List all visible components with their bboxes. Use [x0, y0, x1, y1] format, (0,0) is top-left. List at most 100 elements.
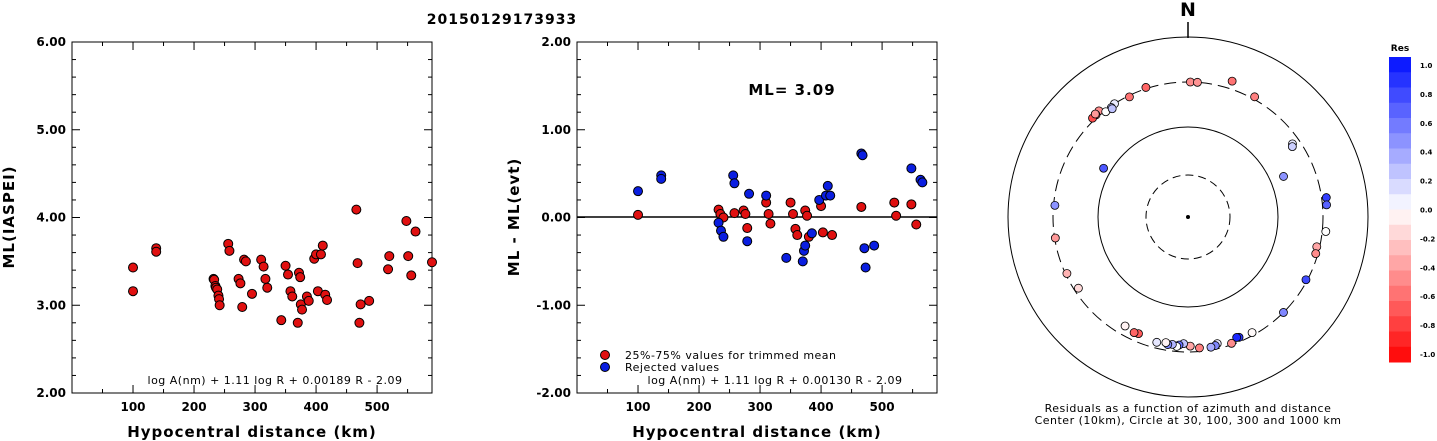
center-marker [1186, 215, 1190, 219]
left-x-axis-label: Hypocentral distance (km) [127, 423, 377, 441]
left-data-point [410, 226, 421, 237]
colorbar-label: 1.0 [1420, 62, 1433, 70]
right-data-point [633, 186, 644, 197]
left-data-point [247, 288, 257, 299]
left-points [128, 204, 437, 328]
colorbar-cell [1389, 346, 1411, 363]
colorbar-label: 0.8 [1420, 91, 1433, 99]
left-data-point [292, 317, 303, 328]
colorbar-label: 0.6 [1420, 120, 1433, 128]
left-data-point [403, 251, 414, 262]
polar-residual-point [1195, 343, 1204, 353]
right-data-point [729, 178, 740, 189]
right-data-point [917, 177, 928, 188]
colorbar-cell [1389, 301, 1411, 317]
left-data-point [128, 286, 139, 297]
colorbar-label: 0.4 [1420, 149, 1433, 157]
left-data-point [364, 295, 375, 306]
colorbar-cell [1389, 209, 1411, 226]
polar-residual-point [1120, 321, 1130, 331]
legend-marker-rejected [600, 362, 610, 372]
left-ticks: 100 200 300 400 500 2.00 3.00 4.00 5.00 6.00 [36, 35, 432, 414]
colorbar-cell [1389, 163, 1411, 180]
colorbar-cell [1389, 331, 1411, 348]
left-data-point [406, 270, 417, 281]
left-chart: 100 200 300 400 500 2.00 3.00 4.00 5.00 6.00 log … [0, 35, 437, 441]
left-data-point [351, 204, 362, 215]
ring-100km [1097, 126, 1279, 308]
left-y-tick-label: 5.00 [36, 123, 66, 137]
polar-residual-point [1279, 172, 1288, 181]
ring-30km [1145, 174, 1231, 260]
right-data-point [744, 188, 755, 199]
polar-residual-point [1227, 338, 1236, 348]
colorbar-label: -0.2 [1420, 235, 1435, 243]
right-data-point [802, 210, 813, 221]
left-data-point [315, 249, 326, 260]
right-data-point [825, 190, 836, 201]
colorbar-label: -0.8 [1420, 322, 1435, 330]
right-data-point [797, 256, 808, 267]
right-data-point [906, 163, 917, 174]
left-formula: log A(nm) + 1.11 log R + 0.00189 R - 2.0… [148, 374, 403, 387]
left-data-point [383, 264, 394, 275]
right-data-point [822, 180, 833, 191]
right-data-point [788, 208, 798, 219]
polar-residual-point [1227, 76, 1237, 86]
right-data-point [856, 201, 867, 212]
polar-residual-point [1287, 142, 1297, 152]
figure-title: 20150129173933 [427, 12, 577, 28]
polar-points [1050, 76, 1331, 353]
left-y-axis-label: ML(IASPEI) [0, 165, 18, 268]
right-data-point [827, 230, 838, 241]
right-points [633, 148, 928, 273]
right-data-point [656, 173, 667, 184]
polar-residual-point [1099, 163, 1108, 173]
right-x-tick-label: 100 [625, 400, 650, 414]
colorbar-cell [1389, 179, 1411, 195]
right-data-point [763, 208, 774, 219]
ring-1000km [1007, 36, 1369, 398]
left-data-point [384, 251, 395, 262]
colorbar-cell [1389, 270, 1411, 287]
colorbar-label: 0.0 [1420, 207, 1433, 215]
colorbar-cell [1389, 148, 1411, 165]
left-data-point [427, 257, 437, 268]
left-y-tick-label: 2.00 [36, 386, 66, 400]
colorbar-cell [1389, 316, 1411, 332]
polar-residual-point [1152, 337, 1162, 347]
left-x-tick-label: 300 [243, 400, 268, 414]
left-data-point [235, 278, 246, 289]
polar-residual-point [1050, 233, 1060, 243]
right-data-point [806, 228, 817, 239]
polar-residual-point [1129, 328, 1139, 337]
colorbar-label: -0.4 [1420, 264, 1435, 272]
left-data-point [352, 258, 363, 269]
polar-residual-point [1321, 227, 1331, 236]
colorbar-cell [1389, 240, 1411, 256]
right-formula: log A(nm) + 1.11 log R + 0.00130 R - 2.0… [648, 374, 903, 387]
polar-caption-line2: Center (10km), Circle at 30, 100, 300 an… [1035, 414, 1342, 427]
colorbar-cell [1389, 133, 1411, 149]
polar-residual-point [1107, 104, 1117, 114]
left-data-point [240, 256, 251, 267]
right-x-axis-label: Hypocentral distance (km) [632, 423, 882, 441]
right-data-point [857, 150, 868, 161]
right-x-tick-label: 300 [748, 400, 773, 414]
colorbar-label: 0.2 [1420, 178, 1433, 186]
colorbar-cells [1389, 57, 1411, 363]
right-data-point [742, 223, 753, 234]
right-data-point [891, 210, 902, 221]
colorbar-label: -0.6 [1420, 293, 1435, 301]
right-data-point [800, 240, 811, 251]
polar-residual-point [1247, 328, 1257, 338]
colorbar-cell [1389, 194, 1411, 210]
right-data-point [889, 197, 900, 208]
right-data-point [817, 227, 828, 238]
left-data-point [224, 245, 235, 256]
left-data-point [260, 273, 271, 284]
polar-residual-point [1193, 77, 1202, 87]
right-data-point [792, 230, 803, 241]
right-data-point [765, 218, 776, 229]
